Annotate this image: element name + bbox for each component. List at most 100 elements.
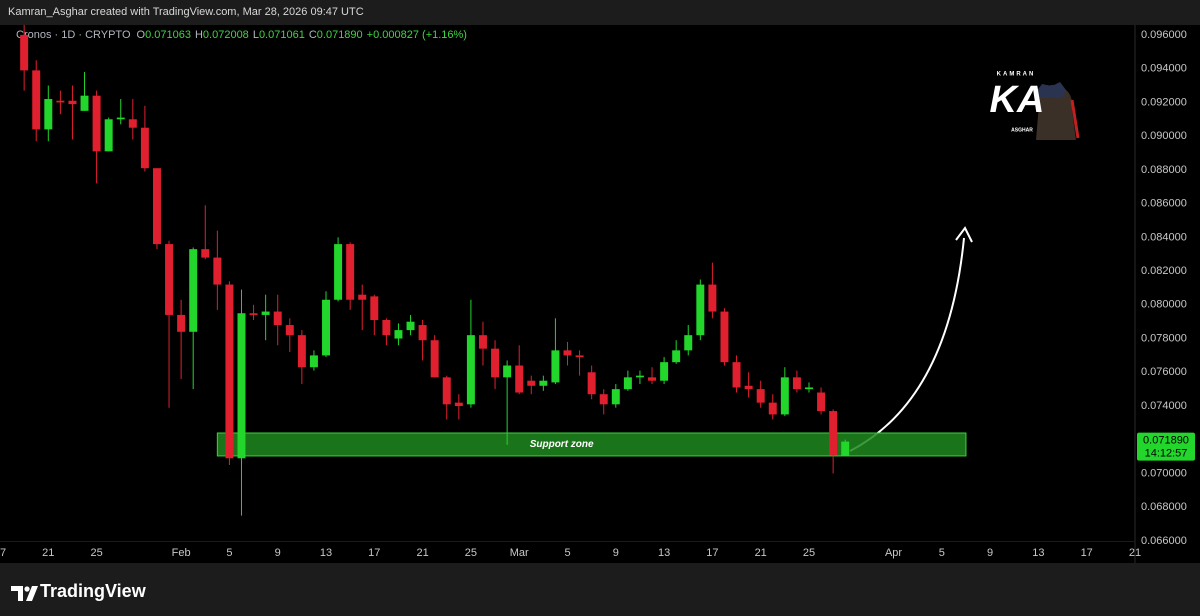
candle-body (539, 380, 548, 386)
candle-body (792, 377, 801, 390)
logo-hair (1036, 82, 1066, 98)
candle-body (478, 335, 487, 349)
candle-body (92, 95, 101, 152)
candle-body (768, 402, 777, 415)
candle-body (442, 377, 451, 405)
y-tick-label: 0.090000 (1141, 130, 1187, 142)
x-tick-label: 5 (564, 547, 570, 559)
candle-body (563, 350, 572, 356)
x-tick-label: 25 (803, 547, 815, 559)
logo-bottom: ASGHAR (1011, 127, 1033, 133)
candle-body (720, 311, 729, 363)
candle-body (780, 377, 789, 415)
y-tick-label: 0.084000 (1141, 231, 1187, 243)
logo-weapon (1070, 99, 1080, 139)
candle-body (660, 362, 669, 381)
last-price-countdown: 14:12:57 (1145, 448, 1188, 460)
candle-body (285, 325, 294, 336)
candle-body (817, 392, 826, 412)
y-tick-label: 0.076000 (1141, 366, 1187, 378)
candle-body (249, 313, 258, 315)
y-tick-label: 0.092000 (1141, 96, 1187, 108)
candle-body (56, 100, 65, 103)
y-tick-label: 0.070000 (1141, 467, 1187, 479)
last-price-label: 0.071890 (1143, 435, 1189, 447)
candle-body (599, 394, 608, 405)
header-text: Kamran_Asghar created with TradingView.c… (8, 6, 364, 18)
candle-body (322, 299, 330, 356)
logo: KAMRAN KA ASGHAR (990, 66, 1082, 140)
legend-field-label: L (253, 29, 259, 41)
candle-body (116, 117, 125, 120)
candle-body (358, 294, 367, 300)
candle-body (623, 377, 632, 390)
legend: Cronos · 1D · CRYPTO O0.071063 H0.072008 L0… (16, 29, 467, 41)
candle-body (672, 350, 681, 363)
x-tick-label: 9 (275, 547, 281, 559)
legend-field-value: 0.072008 (203, 29, 249, 41)
y-tick-label: 0.096000 (1141, 29, 1187, 41)
candle-body (140, 127, 149, 169)
candle-body (20, 34, 29, 71)
x-tick-label: 25 (90, 547, 102, 559)
candle-body (213, 257, 222, 285)
x-tick-label: 21 (416, 547, 428, 559)
candle-body (491, 348, 500, 378)
candle-body (708, 284, 717, 312)
x-tick-label: 13 (1032, 547, 1044, 559)
arrow-head (955, 226, 973, 243)
candle-body (80, 95, 89, 111)
support-zone (216, 432, 967, 457)
candle-body (756, 389, 765, 403)
footer: TradingView (11, 581, 147, 601)
tv-logo-icon (11, 586, 38, 601)
y-tick-label: 0.068000 (1141, 501, 1187, 513)
candle-body (466, 335, 475, 405)
candle-body (32, 70, 41, 130)
candle-body (454, 402, 463, 407)
candle-body (841, 441, 850, 456)
candle-body (732, 362, 741, 388)
x-tick-label: 21 (1129, 547, 1141, 559)
candle-body (297, 335, 306, 368)
legend-field-value: 0.071890 (317, 29, 363, 41)
x-tick-label: Mar (510, 547, 529, 559)
candle-body (394, 330, 403, 339)
candle-body (684, 335, 693, 351)
candle-body (44, 99, 53, 130)
candle-body (696, 284, 705, 336)
y-tick-label: 0.088000 (1141, 164, 1187, 176)
candle-body (177, 314, 186, 332)
x-tick-label: 9 (613, 547, 619, 559)
x-tick-label: Apr (885, 547, 902, 559)
legend-field-value: 0.071063 (145, 29, 191, 41)
logo-letters: KA (990, 79, 1045, 121)
x-tick-label: 21 (42, 547, 54, 559)
candle-body (406, 321, 415, 331)
candle-body (805, 387, 813, 390)
legend-symbol: Cronos · 1D · CRYPTO (16, 29, 131, 41)
legend-change: +0.000827 (+1.16%) (367, 29, 467, 41)
x-tick-label: 13 (658, 547, 670, 559)
candle-body (575, 355, 584, 358)
support-zone-label: Support zone (530, 439, 594, 450)
last-price-box (1137, 432, 1195, 461)
candle-body (829, 411, 838, 455)
x-tick-label: 17 (0, 547, 6, 559)
y-tick-label: 0.078000 (1141, 332, 1187, 344)
candle-body (515, 365, 524, 393)
legend-field-value: 0.071061 (259, 29, 305, 41)
x-tick-label: 17 (706, 547, 718, 559)
x-tick-label: Feb (172, 547, 191, 559)
candle-body (201, 249, 210, 258)
candle-body (611, 389, 620, 405)
candle-body (225, 284, 234, 459)
candle-body (273, 311, 282, 326)
candle-body (744, 385, 753, 390)
x-tick-label: 9 (987, 547, 993, 559)
y-tick-label: 0.086000 (1141, 198, 1187, 210)
candle-body (346, 244, 355, 300)
logo-top: KAMRAN (997, 72, 1036, 78)
x-tick-label: 5 (226, 547, 232, 559)
